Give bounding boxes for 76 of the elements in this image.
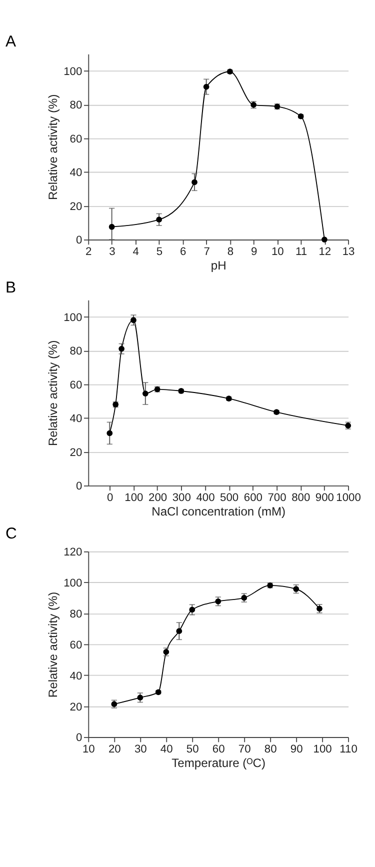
x-tick-label: 5 bbox=[156, 246, 163, 258]
x-tick-label: 100 bbox=[313, 743, 332, 756]
point bbox=[142, 390, 148, 396]
x-tick-label: 1000 bbox=[336, 492, 361, 504]
x-tick-label: 900 bbox=[315, 492, 334, 504]
x-tick-label: 6 bbox=[180, 246, 186, 258]
x-tick-label: 0 bbox=[107, 492, 114, 504]
x-tick-label: 50 bbox=[186, 743, 199, 756]
y-tick-label: 60 bbox=[70, 133, 82, 146]
x-tick-label: 700 bbox=[268, 492, 286, 504]
y-tick-label: 20 bbox=[70, 446, 82, 459]
x-tick-label: 7 bbox=[204, 246, 210, 258]
x-tick-label: 9 bbox=[250, 246, 258, 258]
point bbox=[203, 84, 210, 90]
x-tick-label: 8 bbox=[227, 246, 234, 258]
x-tick-label: 2 bbox=[86, 246, 92, 258]
x-tick-label: 10 bbox=[271, 246, 284, 258]
y-tick-label: 100 bbox=[64, 578, 82, 590]
y-tick-label: 40 bbox=[70, 167, 82, 180]
x-tick-label: 500 bbox=[220, 492, 239, 504]
x-tick-label: 4 bbox=[132, 246, 139, 258]
x-tick-label: 40 bbox=[160, 743, 173, 756]
x-tick-label: 600 bbox=[244, 492, 262, 504]
point bbox=[108, 224, 115, 230]
x-tick-label: 20 bbox=[108, 743, 121, 756]
x-axis-title: NaCl concentration (mM) bbox=[152, 504, 286, 519]
y-axis-title: Relative activity (%) bbox=[46, 94, 60, 200]
y-tick-label: 40 bbox=[70, 413, 82, 426]
x-tick-label: 60 bbox=[212, 743, 225, 756]
x-tick-label: 400 bbox=[196, 492, 215, 504]
y-tick-label: 80 bbox=[70, 100, 82, 112]
x-tick-label: 70 bbox=[238, 743, 251, 756]
y-tick-label: 100 bbox=[64, 312, 82, 324]
point bbox=[176, 628, 182, 634]
y-tick-label: 0 bbox=[76, 480, 82, 493]
y-tick-label: 0 bbox=[76, 234, 82, 247]
point bbox=[118, 346, 124, 352]
y-tick-label: 60 bbox=[70, 379, 82, 392]
point bbox=[130, 317, 136, 324]
x-tick-label: 12 bbox=[318, 246, 332, 258]
point bbox=[137, 694, 144, 701]
y-tick-label: 80 bbox=[70, 346, 82, 358]
point bbox=[189, 606, 196, 613]
x-axis-title: pH bbox=[210, 258, 226, 273]
x-tick-label: 13 bbox=[342, 246, 355, 258]
point bbox=[192, 179, 198, 186]
y-tick-label: 100 bbox=[64, 66, 82, 78]
x-tick-label: 800 bbox=[292, 492, 310, 504]
x-tick-label: 100 bbox=[124, 492, 144, 504]
y-tick-label: 80 bbox=[70, 608, 82, 620]
chart-title: A bbox=[6, 33, 17, 50]
x-tick-label: 30 bbox=[134, 743, 147, 756]
x-axis-title: Temperature (ᴼC) bbox=[172, 756, 266, 770]
point bbox=[322, 236, 328, 242]
x-tick-label: 90 bbox=[290, 743, 303, 756]
y-axis-title: Relative activity (%) bbox=[46, 340, 60, 446]
point bbox=[293, 586, 300, 592]
chart-title: B bbox=[6, 279, 16, 296]
y-tick-label: 0 bbox=[76, 732, 82, 744]
chart-title: C bbox=[6, 525, 17, 542]
y-tick-label: 60 bbox=[70, 639, 82, 652]
point bbox=[215, 598, 222, 604]
y-tick-label: 20 bbox=[70, 701, 82, 714]
point bbox=[106, 430, 113, 436]
x-tick-label: 10 bbox=[82, 743, 95, 756]
y-tick-label: 40 bbox=[70, 670, 82, 682]
x-tick-label: 80 bbox=[264, 743, 277, 756]
x-tick-label: 11 bbox=[296, 246, 308, 258]
y-tick-label: 20 bbox=[70, 200, 82, 213]
x-tick-label: 3 bbox=[109, 246, 116, 258]
y-tick-label: 120 bbox=[64, 546, 82, 559]
x-tick-label: 110 bbox=[340, 743, 358, 756]
point bbox=[156, 216, 162, 223]
x-tick-label: 200 bbox=[148, 492, 168, 504]
y-axis-title: Relative activity (%) bbox=[46, 592, 60, 698]
x-tick-label: 300 bbox=[172, 492, 191, 504]
